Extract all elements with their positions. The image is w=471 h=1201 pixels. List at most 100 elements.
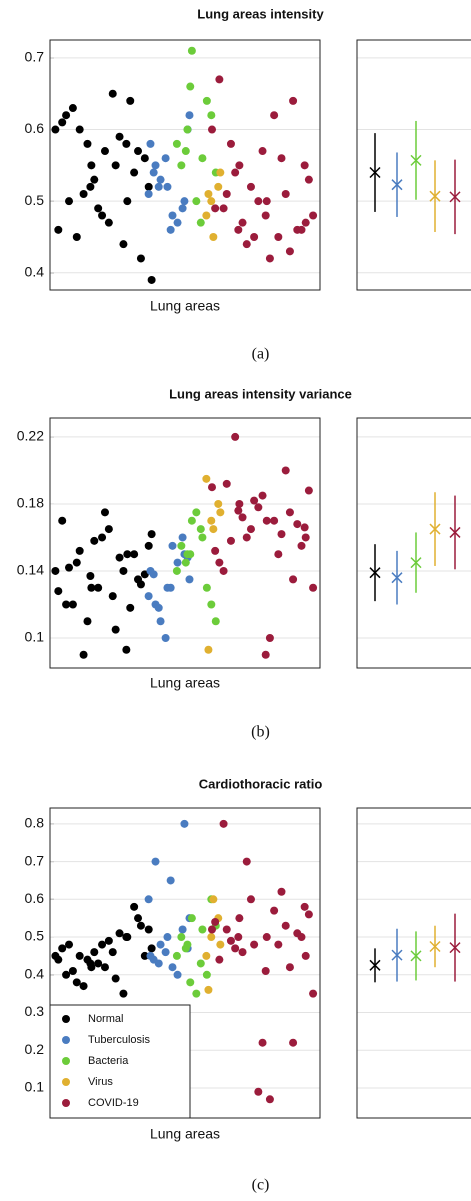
y-tick-label: 0.18 xyxy=(17,495,44,511)
chart-title: Lung areas intensity xyxy=(197,6,324,21)
point xyxy=(177,933,186,942)
y-tick-label: 0.1 xyxy=(25,1079,45,1095)
point xyxy=(147,275,156,284)
legend-label: Virus xyxy=(88,1076,113,1088)
point xyxy=(108,592,117,601)
plot-frame xyxy=(356,39,471,291)
point xyxy=(208,483,216,492)
point xyxy=(72,232,81,241)
point xyxy=(270,906,279,915)
point xyxy=(68,104,77,113)
point xyxy=(154,182,163,191)
plot-frame xyxy=(49,39,321,291)
point xyxy=(163,933,172,942)
y-tick-label: 0.6 xyxy=(25,120,45,136)
point xyxy=(301,533,310,542)
point xyxy=(181,558,190,567)
point xyxy=(285,508,294,517)
point xyxy=(196,525,205,534)
point xyxy=(246,525,255,534)
point xyxy=(211,204,220,213)
point xyxy=(192,508,201,517)
point xyxy=(254,1087,263,1096)
point xyxy=(300,902,309,911)
point xyxy=(126,96,135,105)
point xyxy=(173,218,182,227)
mean-marker xyxy=(369,567,381,579)
point xyxy=(65,563,74,572)
point xyxy=(134,147,143,156)
point xyxy=(68,966,77,975)
point xyxy=(262,516,271,525)
legend-marker xyxy=(62,1036,70,1044)
point xyxy=(161,154,170,163)
point xyxy=(304,175,313,184)
point xyxy=(216,940,225,949)
point xyxy=(177,161,186,170)
y-tick-label: 0.2 xyxy=(25,1041,45,1057)
point xyxy=(75,951,84,960)
point xyxy=(231,168,240,177)
point xyxy=(192,197,201,206)
legend-label: Tuberculosis xyxy=(88,1034,150,1046)
y-tick-label: 0.7 xyxy=(25,852,45,868)
point xyxy=(104,525,113,534)
mean-marker xyxy=(410,557,422,569)
point xyxy=(144,592,153,601)
y-tick-label: 0.6 xyxy=(25,890,45,906)
point xyxy=(235,499,244,508)
point xyxy=(178,204,187,213)
point xyxy=(136,921,145,930)
point xyxy=(265,254,274,263)
point xyxy=(309,211,318,220)
point xyxy=(258,147,267,156)
point xyxy=(274,550,283,559)
point xyxy=(300,161,309,170)
legend-marker xyxy=(62,1015,70,1023)
point xyxy=(202,474,211,483)
point xyxy=(181,944,190,953)
point xyxy=(198,154,207,163)
chart-title: Lung areas intensity variance xyxy=(169,386,352,401)
point xyxy=(265,1095,274,1104)
point xyxy=(214,182,223,191)
y-tick-label: 0.7 xyxy=(25,49,45,65)
point xyxy=(238,218,247,227)
point xyxy=(246,895,255,904)
point xyxy=(277,154,286,163)
point xyxy=(111,161,120,170)
point xyxy=(293,225,302,234)
point xyxy=(86,959,95,968)
point xyxy=(215,75,224,84)
point xyxy=(166,876,175,885)
point xyxy=(208,125,216,134)
point xyxy=(156,617,165,626)
point xyxy=(51,125,60,134)
point xyxy=(62,111,71,120)
point xyxy=(235,161,244,170)
point xyxy=(198,533,207,542)
point xyxy=(130,550,139,559)
x-axis-label: Lung areas xyxy=(150,298,220,314)
point xyxy=(293,520,302,529)
point xyxy=(140,951,149,960)
y-tick-label: 0.4 xyxy=(25,264,45,280)
point xyxy=(54,587,63,596)
point xyxy=(186,82,195,91)
point xyxy=(87,161,96,170)
plot-frame xyxy=(356,417,471,669)
legend-box xyxy=(49,1004,191,1119)
point xyxy=(207,111,216,120)
point xyxy=(54,955,63,964)
point xyxy=(122,645,131,654)
point xyxy=(222,190,231,199)
point xyxy=(94,204,103,213)
point xyxy=(183,125,192,134)
y-tick-label: 0.3 xyxy=(25,1003,45,1019)
point xyxy=(98,211,107,220)
point xyxy=(154,959,163,968)
point xyxy=(246,182,255,191)
point xyxy=(289,96,298,105)
